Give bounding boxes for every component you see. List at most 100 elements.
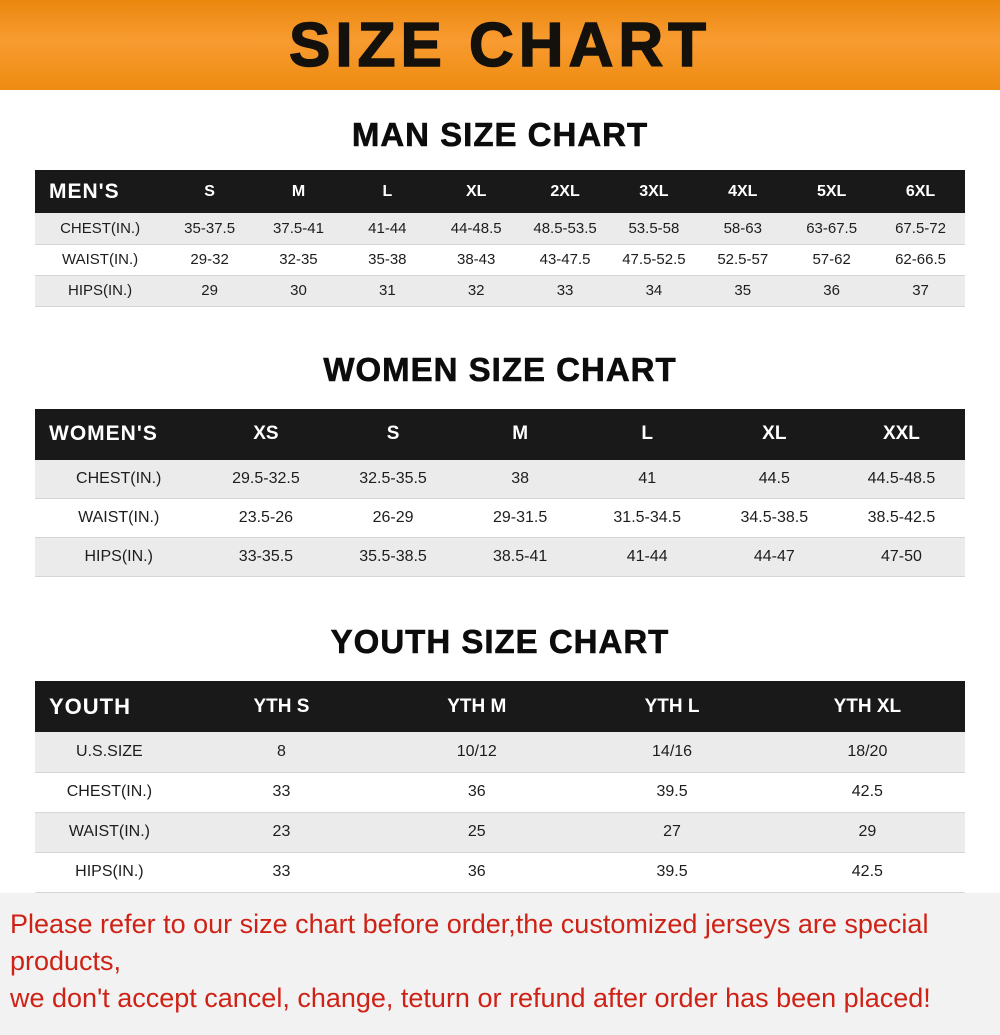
data-cell: 32 bbox=[432, 275, 521, 306]
data-cell: 29-31.5 bbox=[457, 499, 584, 538]
data-cell: 63-67.5 bbox=[787, 213, 876, 244]
data-cell: 33 bbox=[184, 852, 379, 892]
data-cell: 34 bbox=[609, 275, 698, 306]
data-cell: 26-29 bbox=[329, 499, 456, 538]
column-header-cell: S bbox=[329, 409, 456, 460]
data-cell: 30 bbox=[254, 275, 343, 306]
column-header-cell: YTH S bbox=[184, 681, 379, 732]
data-cell: 35 bbox=[698, 275, 787, 306]
data-cell: 48.5-53.5 bbox=[521, 213, 610, 244]
row-label-cell: CHEST(IN.) bbox=[35, 213, 165, 244]
data-cell: 18/20 bbox=[770, 732, 965, 772]
data-cell: 47-50 bbox=[838, 538, 965, 577]
data-cell: 32.5-35.5 bbox=[329, 460, 456, 499]
data-cell: 23 bbox=[184, 812, 379, 852]
data-cell: 35-37.5 bbox=[165, 213, 254, 244]
row-label-cell: HIPS(IN.) bbox=[35, 538, 202, 577]
data-cell: 38.5-42.5 bbox=[838, 499, 965, 538]
data-cell: 38 bbox=[457, 460, 584, 499]
data-cell: 52.5-57 bbox=[698, 244, 787, 275]
table-corner-cell: WOMEN'S bbox=[35, 409, 202, 460]
column-header-cell: 5XL bbox=[787, 170, 876, 213]
column-header-cell: XXL bbox=[838, 409, 965, 460]
data-cell: 44-48.5 bbox=[432, 213, 521, 244]
column-header-cell: 6XL bbox=[876, 170, 965, 213]
data-cell: 35-38 bbox=[343, 244, 432, 275]
data-cell: 37.5-41 bbox=[254, 213, 343, 244]
data-cell: 41-44 bbox=[343, 213, 432, 244]
data-cell: 14/16 bbox=[574, 732, 769, 772]
row-label-cell: WAIST(IN.) bbox=[35, 812, 184, 852]
column-header-cell: 3XL bbox=[609, 170, 698, 213]
data-cell: 44.5-48.5 bbox=[838, 460, 965, 499]
column-header-cell: L bbox=[343, 170, 432, 213]
disclaimer-note: Please refer to our size chart before or… bbox=[0, 893, 1000, 1035]
data-cell: 47.5-52.5 bbox=[609, 244, 698, 275]
data-cell: 38.5-41 bbox=[457, 538, 584, 577]
row-label-cell: U.S.SIZE bbox=[35, 732, 184, 772]
data-cell: 29 bbox=[770, 812, 965, 852]
data-cell: 62-66.5 bbox=[876, 244, 965, 275]
disclaimer-line-1: Please refer to our size chart before or… bbox=[10, 906, 990, 981]
data-cell: 39.5 bbox=[574, 772, 769, 812]
column-header-cell: XS bbox=[202, 409, 329, 460]
column-header-cell: XL bbox=[711, 409, 838, 460]
column-header-cell: YTH M bbox=[379, 681, 574, 732]
column-header-cell: M bbox=[457, 409, 584, 460]
data-cell: 36 bbox=[379, 772, 574, 812]
column-header-cell: S bbox=[165, 170, 254, 213]
data-cell: 35.5-38.5 bbox=[329, 538, 456, 577]
data-cell: 33 bbox=[521, 275, 610, 306]
data-cell: 32-35 bbox=[254, 244, 343, 275]
data-cell: 43-47.5 bbox=[521, 244, 610, 275]
row-label-cell: WAIST(IN.) bbox=[35, 499, 202, 538]
data-cell: 23.5-26 bbox=[202, 499, 329, 538]
table-corner-cell: MEN'S bbox=[35, 170, 165, 213]
column-header-cell: 2XL bbox=[521, 170, 610, 213]
data-cell: 36 bbox=[787, 275, 876, 306]
table-corner-cell: YOUTH bbox=[35, 681, 184, 732]
column-header-cell: L bbox=[584, 409, 711, 460]
data-cell: 31.5-34.5 bbox=[584, 499, 711, 538]
disclaimer-line-2: we don't accept cancel, change, teturn o… bbox=[10, 980, 990, 1017]
row-label-cell: WAIST(IN.) bbox=[35, 244, 165, 275]
data-cell: 10/12 bbox=[379, 732, 574, 772]
data-cell: 31 bbox=[343, 275, 432, 306]
data-cell: 39.5 bbox=[574, 852, 769, 892]
data-cell: 27 bbox=[574, 812, 769, 852]
data-cell: 41-44 bbox=[584, 538, 711, 577]
data-cell: 34.5-38.5 bbox=[711, 499, 838, 538]
banner-title: SIZE CHART bbox=[289, 10, 711, 81]
data-cell: 29.5-32.5 bbox=[202, 460, 329, 499]
data-cell: 53.5-58 bbox=[609, 213, 698, 244]
data-cell: 42.5 bbox=[770, 852, 965, 892]
data-cell: 44-47 bbox=[711, 538, 838, 577]
row-label-cell: CHEST(IN.) bbox=[35, 772, 184, 812]
data-cell: 67.5-72 bbox=[876, 213, 965, 244]
column-header-cell: YTH XL bbox=[770, 681, 965, 732]
data-cell: 57-62 bbox=[787, 244, 876, 275]
women-section-heading: WOMEN SIZE CHART bbox=[0, 351, 1000, 389]
column-header-cell: 4XL bbox=[698, 170, 787, 213]
youth-section-heading: YOUTH SIZE CHART bbox=[0, 623, 1000, 661]
data-cell: 33 bbox=[184, 772, 379, 812]
data-cell: 41 bbox=[584, 460, 711, 499]
row-label-cell: HIPS(IN.) bbox=[35, 275, 165, 306]
data-cell: 25 bbox=[379, 812, 574, 852]
row-label-cell: CHEST(IN.) bbox=[35, 460, 202, 499]
row-label-cell: HIPS(IN.) bbox=[35, 852, 184, 892]
